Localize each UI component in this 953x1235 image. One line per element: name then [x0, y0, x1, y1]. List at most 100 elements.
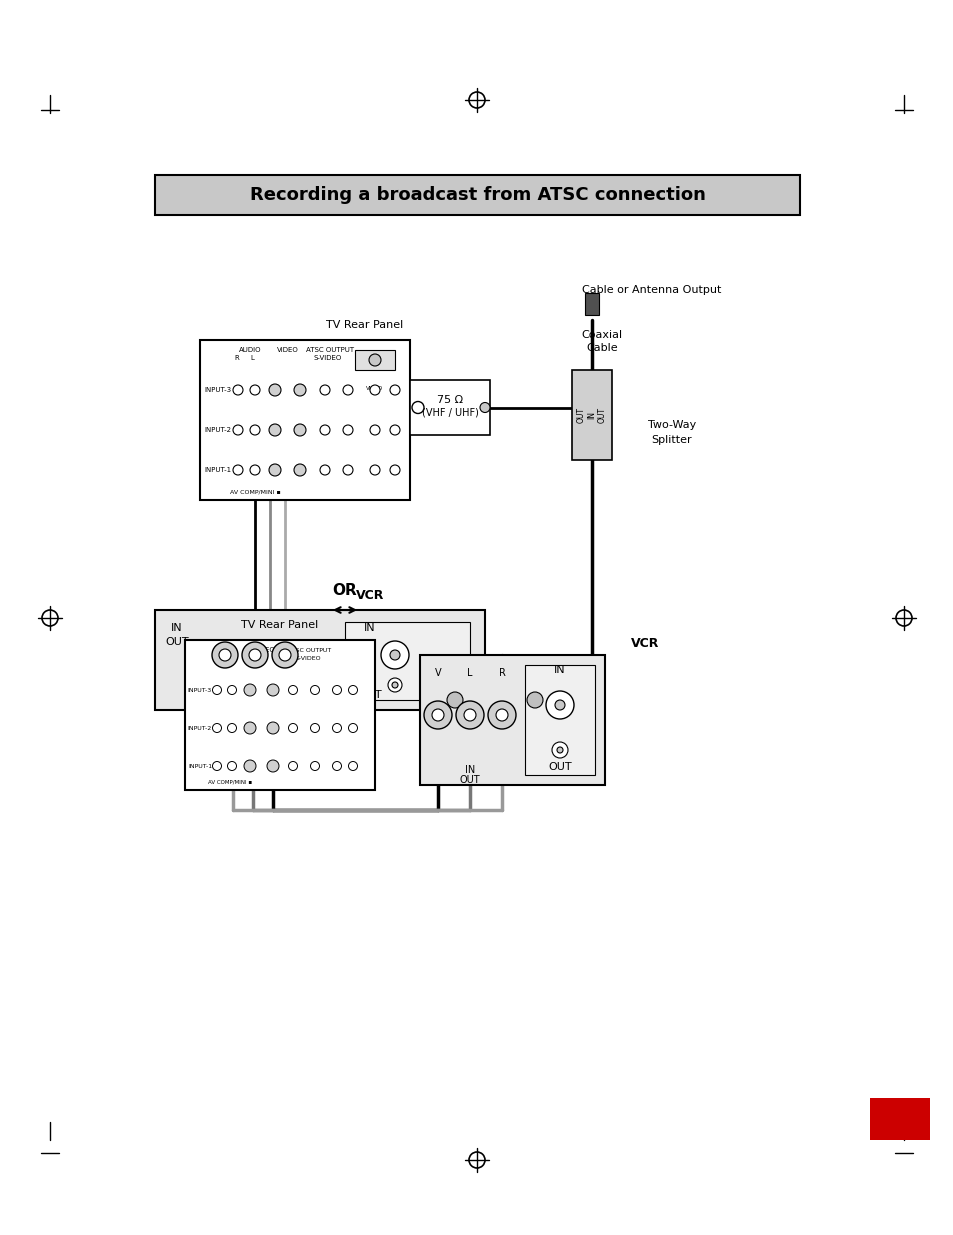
Text: OR: OR [333, 583, 357, 598]
Circle shape [488, 701, 516, 729]
Circle shape [227, 762, 236, 771]
Text: Coaxial: Coaxial [580, 330, 622, 340]
Circle shape [310, 762, 319, 771]
Circle shape [269, 384, 281, 396]
Circle shape [392, 682, 397, 688]
Circle shape [249, 650, 261, 661]
Circle shape [456, 701, 483, 729]
Circle shape [545, 692, 574, 719]
Circle shape [227, 724, 236, 732]
Text: VIDEO: VIDEO [366, 385, 383, 390]
Text: IN: IN [364, 622, 375, 634]
Circle shape [469, 1152, 484, 1168]
Text: L: L [467, 668, 473, 678]
Text: OUT: OUT [459, 776, 479, 785]
Bar [435, 671, 555, 730]
Bar [410, 380, 490, 435]
Bar [355, 350, 395, 370]
Text: R     L: R L [234, 354, 254, 361]
Circle shape [269, 424, 281, 436]
Circle shape [269, 464, 281, 475]
Circle shape [343, 385, 353, 395]
Circle shape [557, 747, 562, 753]
Text: L: L [252, 690, 257, 700]
Circle shape [319, 466, 330, 475]
Circle shape [267, 684, 278, 697]
Bar [200, 340, 410, 500]
Circle shape [526, 692, 542, 708]
Text: 75 Ω: 75 Ω [436, 394, 462, 405]
Text: R   L: R L [215, 655, 231, 661]
Circle shape [267, 722, 278, 734]
Circle shape [432, 709, 443, 721]
Circle shape [250, 425, 260, 435]
Text: IN: IN [530, 678, 538, 687]
Circle shape [294, 384, 306, 396]
Text: ATSC OUTPUT: ATSC OUTPUT [288, 647, 332, 652]
Circle shape [555, 700, 564, 710]
Circle shape [390, 466, 399, 475]
Text: OUT: OUT [357, 690, 381, 700]
Text: IN: IN [464, 764, 475, 776]
Text: INPUT-3: INPUT-3 [204, 387, 232, 393]
Text: Two-Way: Two-Way [647, 420, 696, 430]
Bar [584, 293, 598, 315]
Circle shape [242, 642, 268, 668]
Bar [154, 175, 800, 215]
Text: INPUT-2: INPUT-2 [188, 725, 212, 730]
Circle shape [348, 762, 357, 771]
Circle shape [250, 466, 260, 475]
Bar [154, 610, 484, 710]
Text: AV COMP/MINI ▪: AV COMP/MINI ▪ [230, 489, 280, 494]
Circle shape [250, 385, 260, 395]
Circle shape [447, 692, 462, 708]
Circle shape [294, 464, 306, 475]
Circle shape [212, 642, 237, 668]
Circle shape [267, 760, 278, 772]
Text: OUT: OUT [165, 637, 189, 647]
Circle shape [380, 641, 409, 669]
Circle shape [463, 709, 476, 721]
Bar [185, 640, 375, 790]
Text: (VHF / UHF): (VHF / UHF) [421, 408, 478, 417]
Text: V: V [281, 690, 288, 700]
Circle shape [370, 425, 379, 435]
Circle shape [333, 685, 341, 694]
Circle shape [319, 425, 330, 435]
Text: S-VIDEO: S-VIDEO [314, 354, 342, 361]
Circle shape [310, 685, 319, 694]
Text: OUT: OUT [548, 762, 571, 772]
Bar [869, 1098, 929, 1140]
Circle shape [288, 762, 297, 771]
Text: INPUT-1: INPUT-1 [204, 467, 232, 473]
Circle shape [423, 701, 452, 729]
Circle shape [370, 385, 379, 395]
Circle shape [272, 642, 297, 668]
Circle shape [333, 762, 341, 771]
Text: IN: IN [554, 664, 565, 676]
Circle shape [469, 91, 484, 107]
Text: Recording a broadcast from ATSC connection: Recording a broadcast from ATSC connecti… [250, 186, 704, 204]
Text: AUDIO: AUDIO [238, 347, 261, 353]
Text: INPUT-2: INPUT-2 [204, 427, 232, 433]
Circle shape [388, 678, 401, 692]
Circle shape [244, 722, 255, 734]
Text: INPUT-3: INPUT-3 [188, 688, 212, 693]
Bar [419, 655, 604, 785]
Circle shape [233, 425, 243, 435]
Circle shape [227, 685, 236, 694]
Circle shape [288, 685, 297, 694]
Circle shape [233, 466, 243, 475]
Circle shape [390, 650, 399, 659]
Text: AUDIO: AUDIO [213, 647, 236, 653]
Text: Cable Box: Cable Box [467, 737, 522, 747]
Circle shape [233, 385, 243, 395]
Text: IN: IN [171, 622, 183, 634]
Circle shape [348, 685, 357, 694]
Text: TV Rear Panel: TV Rear Panel [241, 620, 318, 630]
Circle shape [244, 684, 255, 697]
Text: INPUT-1: INPUT-1 [188, 763, 212, 768]
Bar [524, 664, 595, 776]
Circle shape [219, 650, 231, 661]
Circle shape [552, 742, 567, 758]
